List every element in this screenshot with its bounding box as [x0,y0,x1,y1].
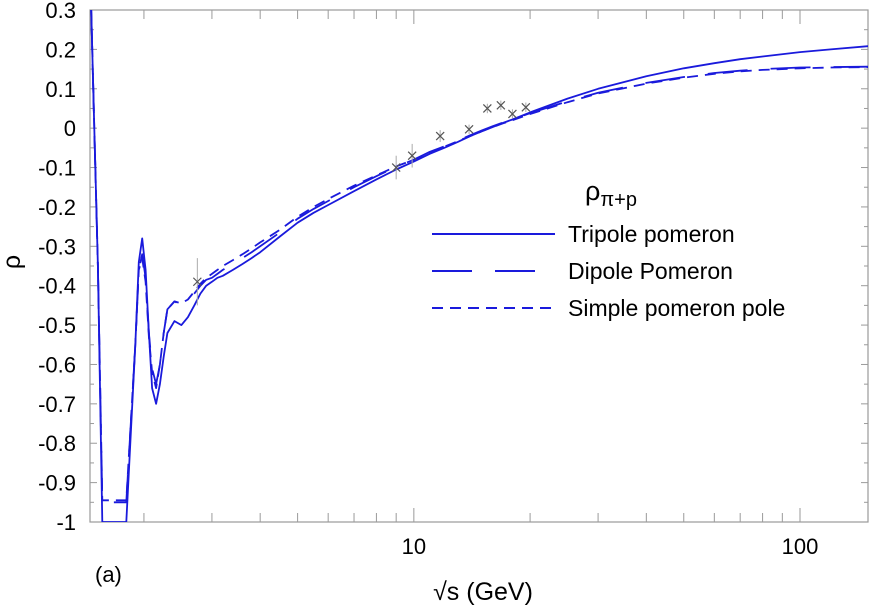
data-point [435,130,445,142]
plot-frame [89,9,869,523]
y-tick-label: -0.4 [38,274,76,299]
data-point [464,124,474,135]
y-tick-label: -0.1 [38,156,76,181]
panel-label: (a) [95,562,122,587]
x-axis-ticks: 10 100 [143,10,819,559]
data-point [407,143,417,168]
data-point [482,103,492,114]
x-marker-stroke [407,151,417,161]
legend-title-sub: π+p [600,189,637,211]
y-axis-ticks: -1 -0.9 -0.8 -0.7 -0.6 -0.5 -0.4 -0.3 -0.2 -0.1 0 0… [38,0,868,535]
x-marker-stroke [507,109,517,119]
y-tick-label: 0.2 [45,37,76,62]
x-marker-stroke [435,131,445,141]
legend-title: ρπ+p [585,176,637,211]
y-tick-label: -0.6 [38,352,76,377]
y-tick-label: -0.9 [38,471,76,496]
y-tick-label: 0.1 [45,77,76,102]
data-point [192,258,202,306]
y-tick-label: -0.8 [38,431,76,456]
y-tick-label: -1 [56,510,76,535]
x-axis-title: √s (GeV) [433,578,533,606]
y-axis-title: ρ [0,255,26,269]
x-marker-stroke [521,102,531,112]
data-point [521,102,531,113]
x-marker-stroke [192,277,202,287]
series-line-simple-pole [90,10,868,502]
y-tick-label: 0.3 [45,0,76,23]
x-marker-stroke [464,124,474,134]
series-layer [90,10,868,522]
x-tick-label: 100 [782,534,819,559]
series-line-tripole [90,10,868,522]
legend-label-simple: Simple pomeron pole [568,295,785,321]
series-line-dipole [90,10,868,504]
y-tick-label: -0.5 [38,313,76,338]
x-marker-stroke [496,100,506,110]
legend-label-dipole: Dipole Pomeron [568,258,733,284]
y-tick-label: -0.7 [38,392,76,417]
data-point [507,109,517,119]
data-points-layer [192,100,531,306]
x-marker-stroke [482,104,492,113]
data-point [391,155,401,180]
data-point [496,100,506,111]
legend-title-main: ρ [585,176,600,206]
y-tick-label: -0.2 [38,195,76,220]
y-tick-label: -0.3 [38,234,76,259]
legend-label-tripole: Tripole pomeron [568,221,735,247]
x-tick-label: 10 [402,534,426,559]
y-tick-label: 0 [64,116,76,141]
x-marker-stroke [391,163,401,172]
legend: ρπ+p Tripole pomeron Dipole Pomeron Simp… [432,176,785,321]
